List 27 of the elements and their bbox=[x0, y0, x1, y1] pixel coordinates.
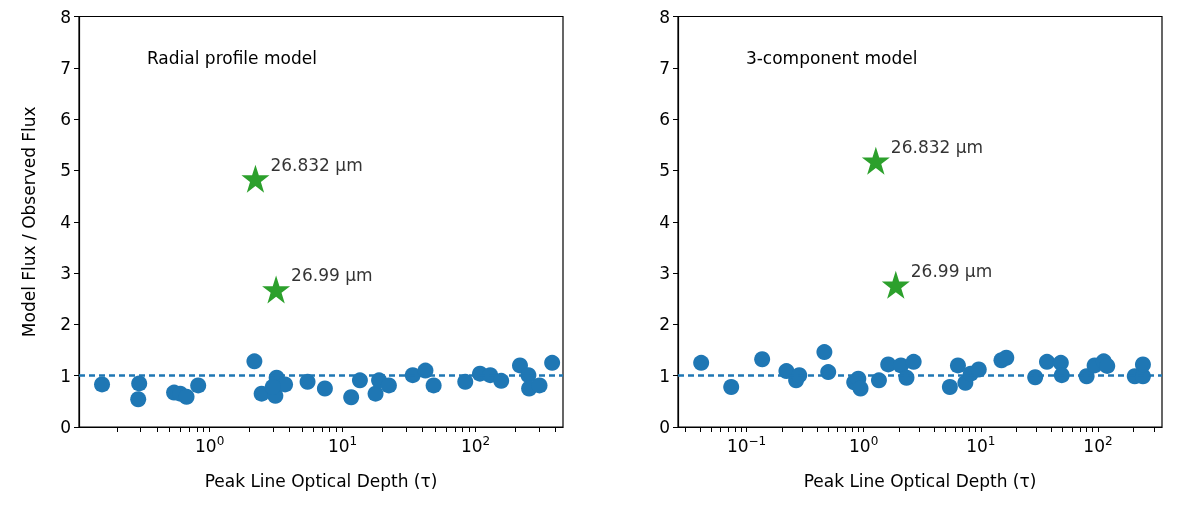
text: Radial profile model bbox=[146, 47, 317, 68]
y-tick-label: 4 bbox=[60, 211, 71, 232]
y-axis-title: Model Flux / Observed Flux bbox=[18, 106, 39, 338]
x-axis-title: Peak Line Optical Depth (τ) bbox=[204, 470, 438, 491]
y-tick-label: 3 bbox=[60, 263, 71, 284]
x-axis-title: Peak Line Optical Depth (τ) bbox=[803, 470, 1037, 491]
y-tick-label: 6 bbox=[60, 109, 71, 130]
y-tick-label: 0 bbox=[60, 417, 71, 437]
annotation: 26.832 μm bbox=[890, 136, 984, 157]
y-tick-label: 8 bbox=[60, 6, 71, 27]
annotation: 26.99 μm bbox=[910, 260, 993, 281]
y-tick-label: 7 bbox=[60, 57, 71, 78]
y-tick-label: 6 bbox=[659, 109, 670, 130]
text: 3-component model bbox=[745, 47, 918, 68]
y-tick-label: 5 bbox=[659, 160, 670, 181]
y-tick-label: 4 bbox=[659, 211, 670, 232]
y-tick-label: 1 bbox=[60, 365, 71, 386]
y-tick-label: 1 bbox=[659, 365, 670, 386]
y-tick-label: 2 bbox=[659, 314, 670, 335]
y-tick-label: 7 bbox=[659, 57, 670, 78]
y-tick-label: 8 bbox=[659, 6, 670, 27]
annotation: 26.832 μm bbox=[270, 154, 363, 175]
y-tick-label: 3 bbox=[659, 263, 670, 284]
y-tick-label: 0 bbox=[659, 417, 670, 437]
y-tick-label: 5 bbox=[60, 160, 71, 181]
y-tick-label: 2 bbox=[60, 314, 71, 335]
annotation: 26.99 μm bbox=[291, 265, 373, 286]
